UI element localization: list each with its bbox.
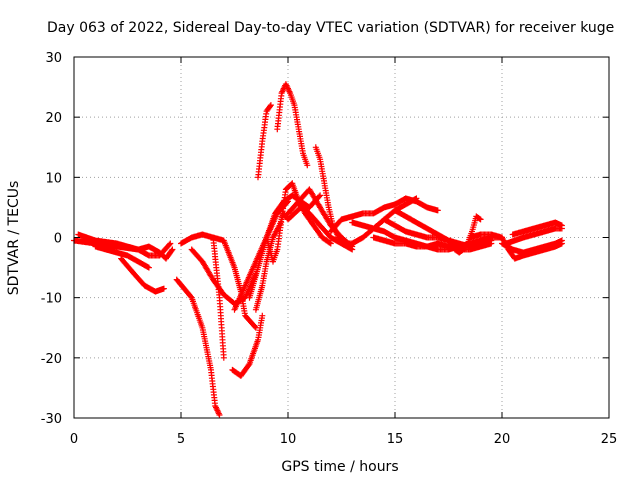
data-series-track-13 bbox=[255, 102, 274, 181]
data-series-track-5 bbox=[173, 276, 223, 418]
data-series-track-24 bbox=[447, 213, 484, 256]
y-tick-label: -30 bbox=[41, 412, 62, 427]
data-series-track-4 bbox=[118, 255, 167, 295]
y-tick-label: 10 bbox=[45, 171, 62, 186]
data-series-track-19 bbox=[327, 195, 441, 235]
y-tick-label: -10 bbox=[41, 292, 62, 307]
y-tick-label: 0 bbox=[54, 232, 62, 247]
x-tick-label: 25 bbox=[601, 432, 618, 447]
data-series-track-29 bbox=[509, 219, 565, 238]
data-series-track-9 bbox=[229, 312, 266, 379]
y-tick-label: 30 bbox=[45, 51, 62, 66]
data-series-track-2 bbox=[75, 231, 174, 259]
axis-ticks bbox=[73, 56, 610, 419]
x-tick-label: 0 bbox=[70, 432, 78, 447]
tick-labels: 0 5 10 15 20 25 -30 -20 -10 0 10 20 30 bbox=[41, 51, 618, 447]
data-series-track-14 bbox=[274, 81, 311, 169]
x-axis-label: GPS time / hours bbox=[281, 459, 398, 475]
data-series-track-3 bbox=[92, 243, 152, 271]
chart-title: Day 063 of 2022, Sidereal Day-to-day VTE… bbox=[47, 20, 614, 36]
y-tick-label: 20 bbox=[45, 111, 62, 126]
x-tick-label: 5 bbox=[177, 432, 185, 447]
data-series-track-25 bbox=[466, 231, 505, 241]
data-series-track-28 bbox=[503, 225, 565, 247]
y-axis-label: SDTVAR / TECUs bbox=[6, 181, 22, 296]
x-tick-label: 10 bbox=[280, 432, 297, 447]
data-series-track-18 bbox=[295, 195, 420, 247]
data-markers bbox=[71, 81, 565, 418]
y-tick-label: -20 bbox=[41, 352, 62, 367]
x-tick-label: 20 bbox=[494, 432, 511, 447]
x-tick-label: 15 bbox=[387, 432, 404, 447]
